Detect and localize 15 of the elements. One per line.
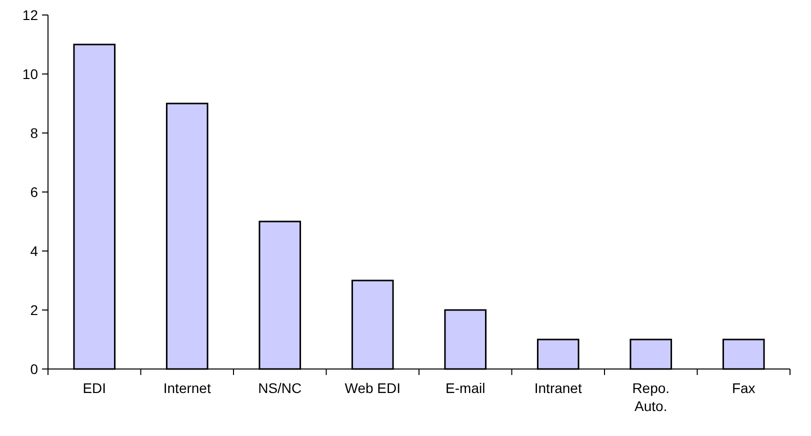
x-tick-label: Internet [163,380,211,396]
y-tick-label: 0 [30,360,38,377]
y-tick-label: 4 [30,242,38,259]
y-tick-label: 10 [22,66,38,82]
y-tick-label: 2 [30,302,38,318]
y-tick-label: 8 [30,124,38,141]
x-tick-label: Fax [732,380,756,396]
x-tick-label: NS/NC [258,380,302,396]
x-tick-label: Repo. Auto. [632,380,670,414]
x-tick-label: Intranet [534,380,582,396]
x-tick-label: Web EDI [344,380,401,396]
y-tick-label: 6 [30,184,38,200]
y-tick-label: 12 [22,6,38,23]
x-tick-label: EDI [82,380,106,396]
x-tick-label: E-mail [446,380,486,396]
